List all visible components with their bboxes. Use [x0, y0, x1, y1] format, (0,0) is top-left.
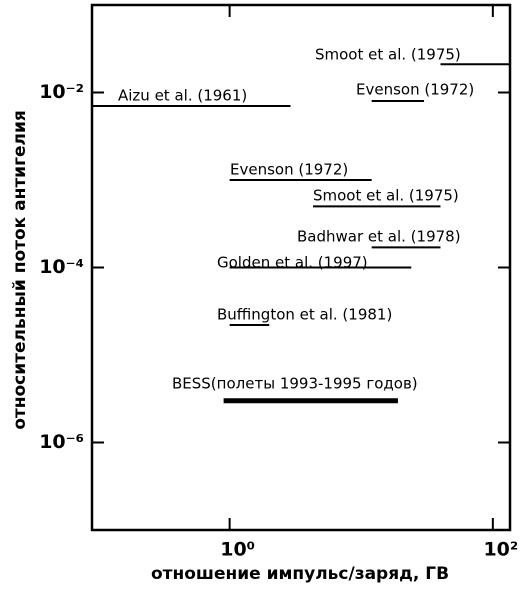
- x-tick-label: 10⁰: [220, 539, 255, 561]
- series-label: Buffington et al. (1981): [217, 306, 392, 324]
- y-tick-label: 10⁻⁶: [39, 431, 84, 453]
- series-label: Smoot et al. (1975): [315, 46, 461, 64]
- y-axis-label: относительный поток антигелия: [10, 110, 30, 430]
- series-label: Badhwar et al. (1978): [297, 228, 461, 246]
- series-label: Smoot et al. (1975): [313, 187, 459, 205]
- x-tick-label: 10²: [483, 539, 518, 561]
- series-label: Aizu et al. (1961): [118, 87, 247, 105]
- series-label: Golden et al. (1997): [217, 254, 368, 272]
- series-label: Evenson (1972): [356, 81, 474, 99]
- y-tick-label: 10⁻⁴: [39, 256, 84, 278]
- series-label: BESS(полеты 1993-1995 годов): [172, 375, 418, 393]
- y-tick-label: 10⁻²: [39, 81, 84, 103]
- series-label: Evenson (1972): [230, 161, 348, 179]
- x-axis-label: отношение импульс/заряд, ГВ: [151, 564, 449, 584]
